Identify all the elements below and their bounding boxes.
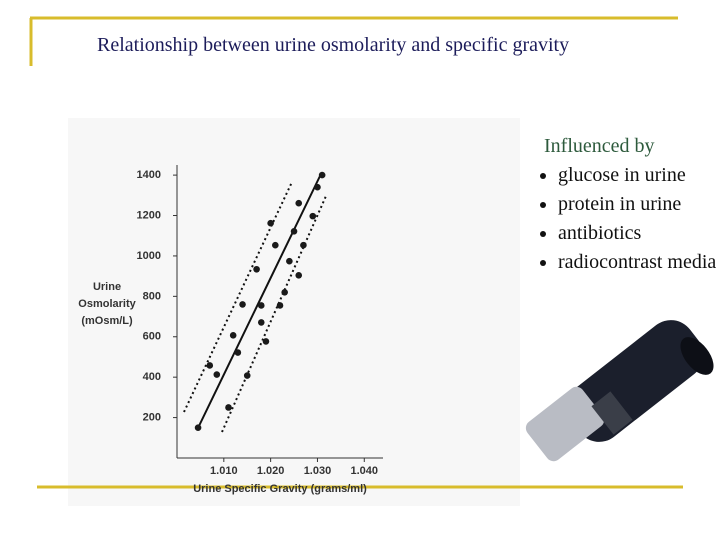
point: [262, 338, 270, 345]
x-tick-label: 1.040: [351, 465, 379, 477]
bullet-list: glucose in urineprotein in urineantibiot…: [544, 161, 718, 277]
point: [281, 289, 288, 296]
point: [314, 183, 321, 191]
x-tick-label: 1.030: [304, 465, 332, 477]
point: [253, 265, 260, 273]
y-tick-label: 600: [143, 331, 161, 343]
slide-title: Relationship between urine osmolarity an…: [97, 34, 570, 56]
bullet-item: antibiotics: [558, 219, 718, 248]
y-tick-label: 400: [143, 371, 161, 383]
bullet-item: glucose in urine: [558, 161, 718, 190]
side-heading: Influenced by: [544, 135, 655, 157]
point: [213, 371, 221, 378]
bullet-item: radiocontrast media: [558, 248, 718, 277]
refractometer: [525, 320, 714, 462]
point: [295, 199, 303, 207]
point: [318, 171, 326, 179]
y-axis-label: (mOsm/L): [81, 315, 133, 327]
point: [286, 257, 293, 265]
point: [276, 302, 284, 309]
y-tick-label: 200: [143, 411, 161, 423]
point: [194, 424, 202, 431]
y-axis-label: Urine: [93, 281, 121, 293]
point: [257, 302, 265, 309]
y-tick-label: 1400: [137, 169, 161, 181]
x-axis-label: Urine Specific Gravity (grams/ml): [193, 483, 367, 495]
point: [267, 219, 274, 227]
point: [234, 349, 242, 356]
point: [309, 212, 317, 220]
point: [225, 404, 232, 411]
y-axis-label: Osmolarity: [78, 298, 136, 310]
side-text: Influenced by glucose in urineprotein in…: [544, 132, 720, 277]
bullet-item: protein in urine: [558, 190, 718, 219]
chart-background: [68, 118, 520, 506]
x-tick-label: 1.010: [210, 465, 238, 477]
x-tick-label: 1.020: [257, 465, 285, 477]
point: [295, 272, 303, 279]
fit-line: [197, 175, 321, 429]
point: [290, 227, 298, 235]
point: [257, 319, 265, 326]
point: [243, 372, 251, 379]
point: [206, 362, 214, 369]
point: [229, 332, 237, 339]
point: [272, 241, 279, 249]
band-line: [183, 181, 293, 413]
y-tick-label: 1200: [137, 209, 161, 221]
y-tick-label: 1000: [137, 250, 161, 262]
point: [300, 241, 307, 249]
point: [239, 301, 246, 308]
y-tick-label: 800: [143, 290, 161, 302]
